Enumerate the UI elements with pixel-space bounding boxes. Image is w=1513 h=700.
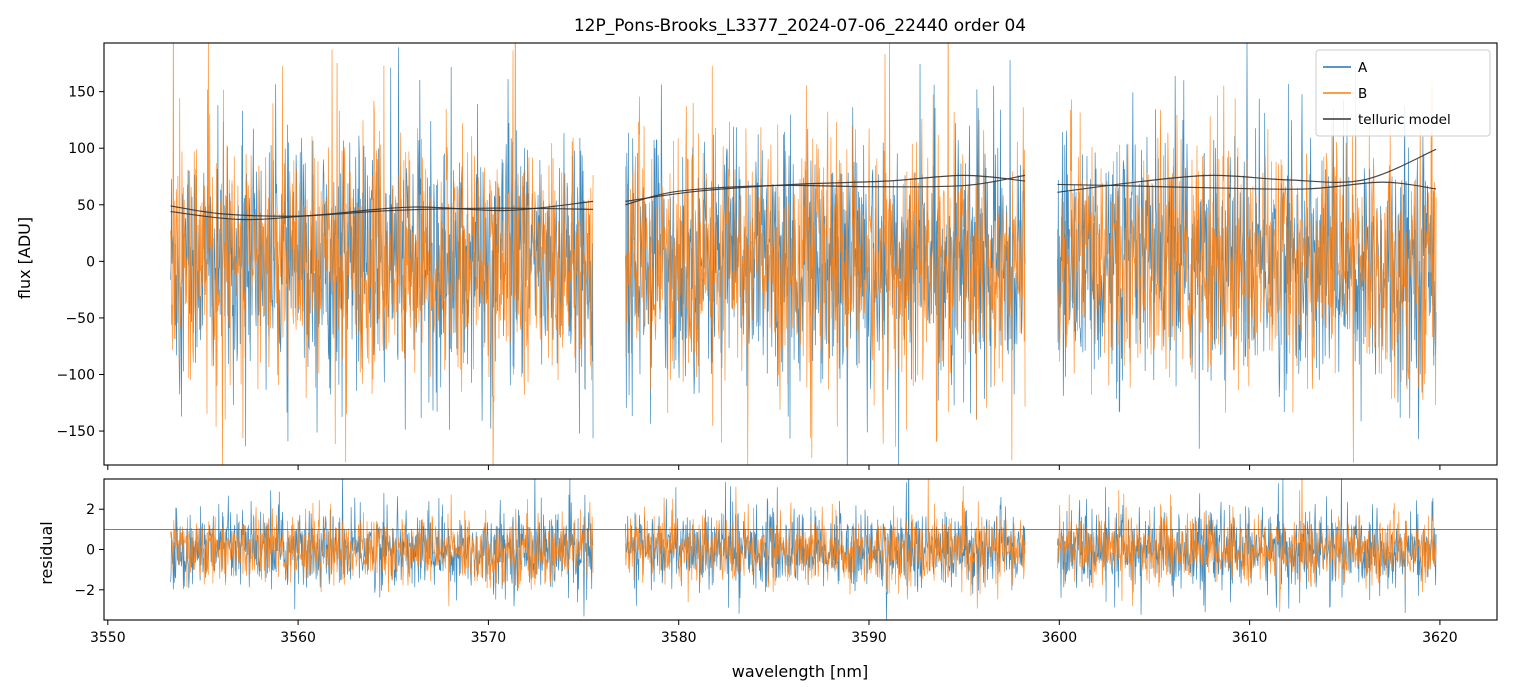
chart-title: 12P_Pons-Brooks_L3377_2024-07-06_22440 o… [574,16,1026,36]
legend-entry: telluric model [1358,112,1451,128]
x-tick-label: 3560 [280,630,316,646]
top-y-axis-label: flux [ADU] [15,217,34,299]
bottom-panel: −2 0 2 3550 3560 3570 3580 3590 3600 3610 3620 [74,478,1498,646]
top-telluric-curve-3 [625,174,1026,206]
top-plot-area [170,43,1437,465]
bottom-y-tick-label: −2 [74,583,95,599]
bottom-series-B-segment-1 [170,494,594,607]
bottom-y-axis-label: residual [37,521,56,584]
x-tick-label: 3620 [1422,630,1458,646]
top-y-tick-label: −50 [65,311,95,327]
x-tick-label: 3610 [1232,630,1268,646]
legend-entry: A [1358,60,1368,76]
top-telluric-curve-5 [1057,181,1437,190]
legend-box [1315,49,1491,137]
top-series-B-segment-3 [1057,66,1437,463]
top-y-tick-label: −150 [57,424,95,440]
bottom-series-B-segment-3 [1057,479,1437,612]
top-series-A-segment-2 [625,60,1026,465]
top-y-tick-label: 50 [77,198,95,214]
bottom-y-tick-label: 0 [86,543,95,559]
top-series-telluric-model [170,148,1437,221]
bottom-series-B-segment-2 [625,479,1026,609]
bottom-plot-area [104,479,1497,620]
x-tick-label: 3580 [661,630,697,646]
x-tick-label: 3600 [1041,630,1077,646]
top-y-tick-label: 100 [68,141,95,157]
x-tick-label: 3570 [471,630,507,646]
top-telluric-curve-4 [625,174,1026,202]
top-series-B-segment-1 [170,43,594,465]
x-tick-label: 3590 [851,630,887,646]
top-telluric-curve-1 [170,205,594,217]
top-telluric-curve-6 [1057,148,1437,193]
x-axis-label: wavelength [nm] [732,662,869,681]
x-tick-label: 3550 [90,630,126,646]
top-y-tick-label: 0 [86,254,95,270]
top-telluric-curve-2 [170,200,594,221]
top-y-tick-label: 150 [68,85,95,101]
legend-entry: B [1358,86,1367,102]
top-series-B-segment-2 [625,43,1026,465]
top-y-tick-label: −100 [57,367,95,383]
top-series-B [170,43,1437,465]
top-axes-frame [103,42,1498,466]
bottom-series-B [170,479,1437,612]
bottom-y-tick-label: 2 [86,502,95,518]
